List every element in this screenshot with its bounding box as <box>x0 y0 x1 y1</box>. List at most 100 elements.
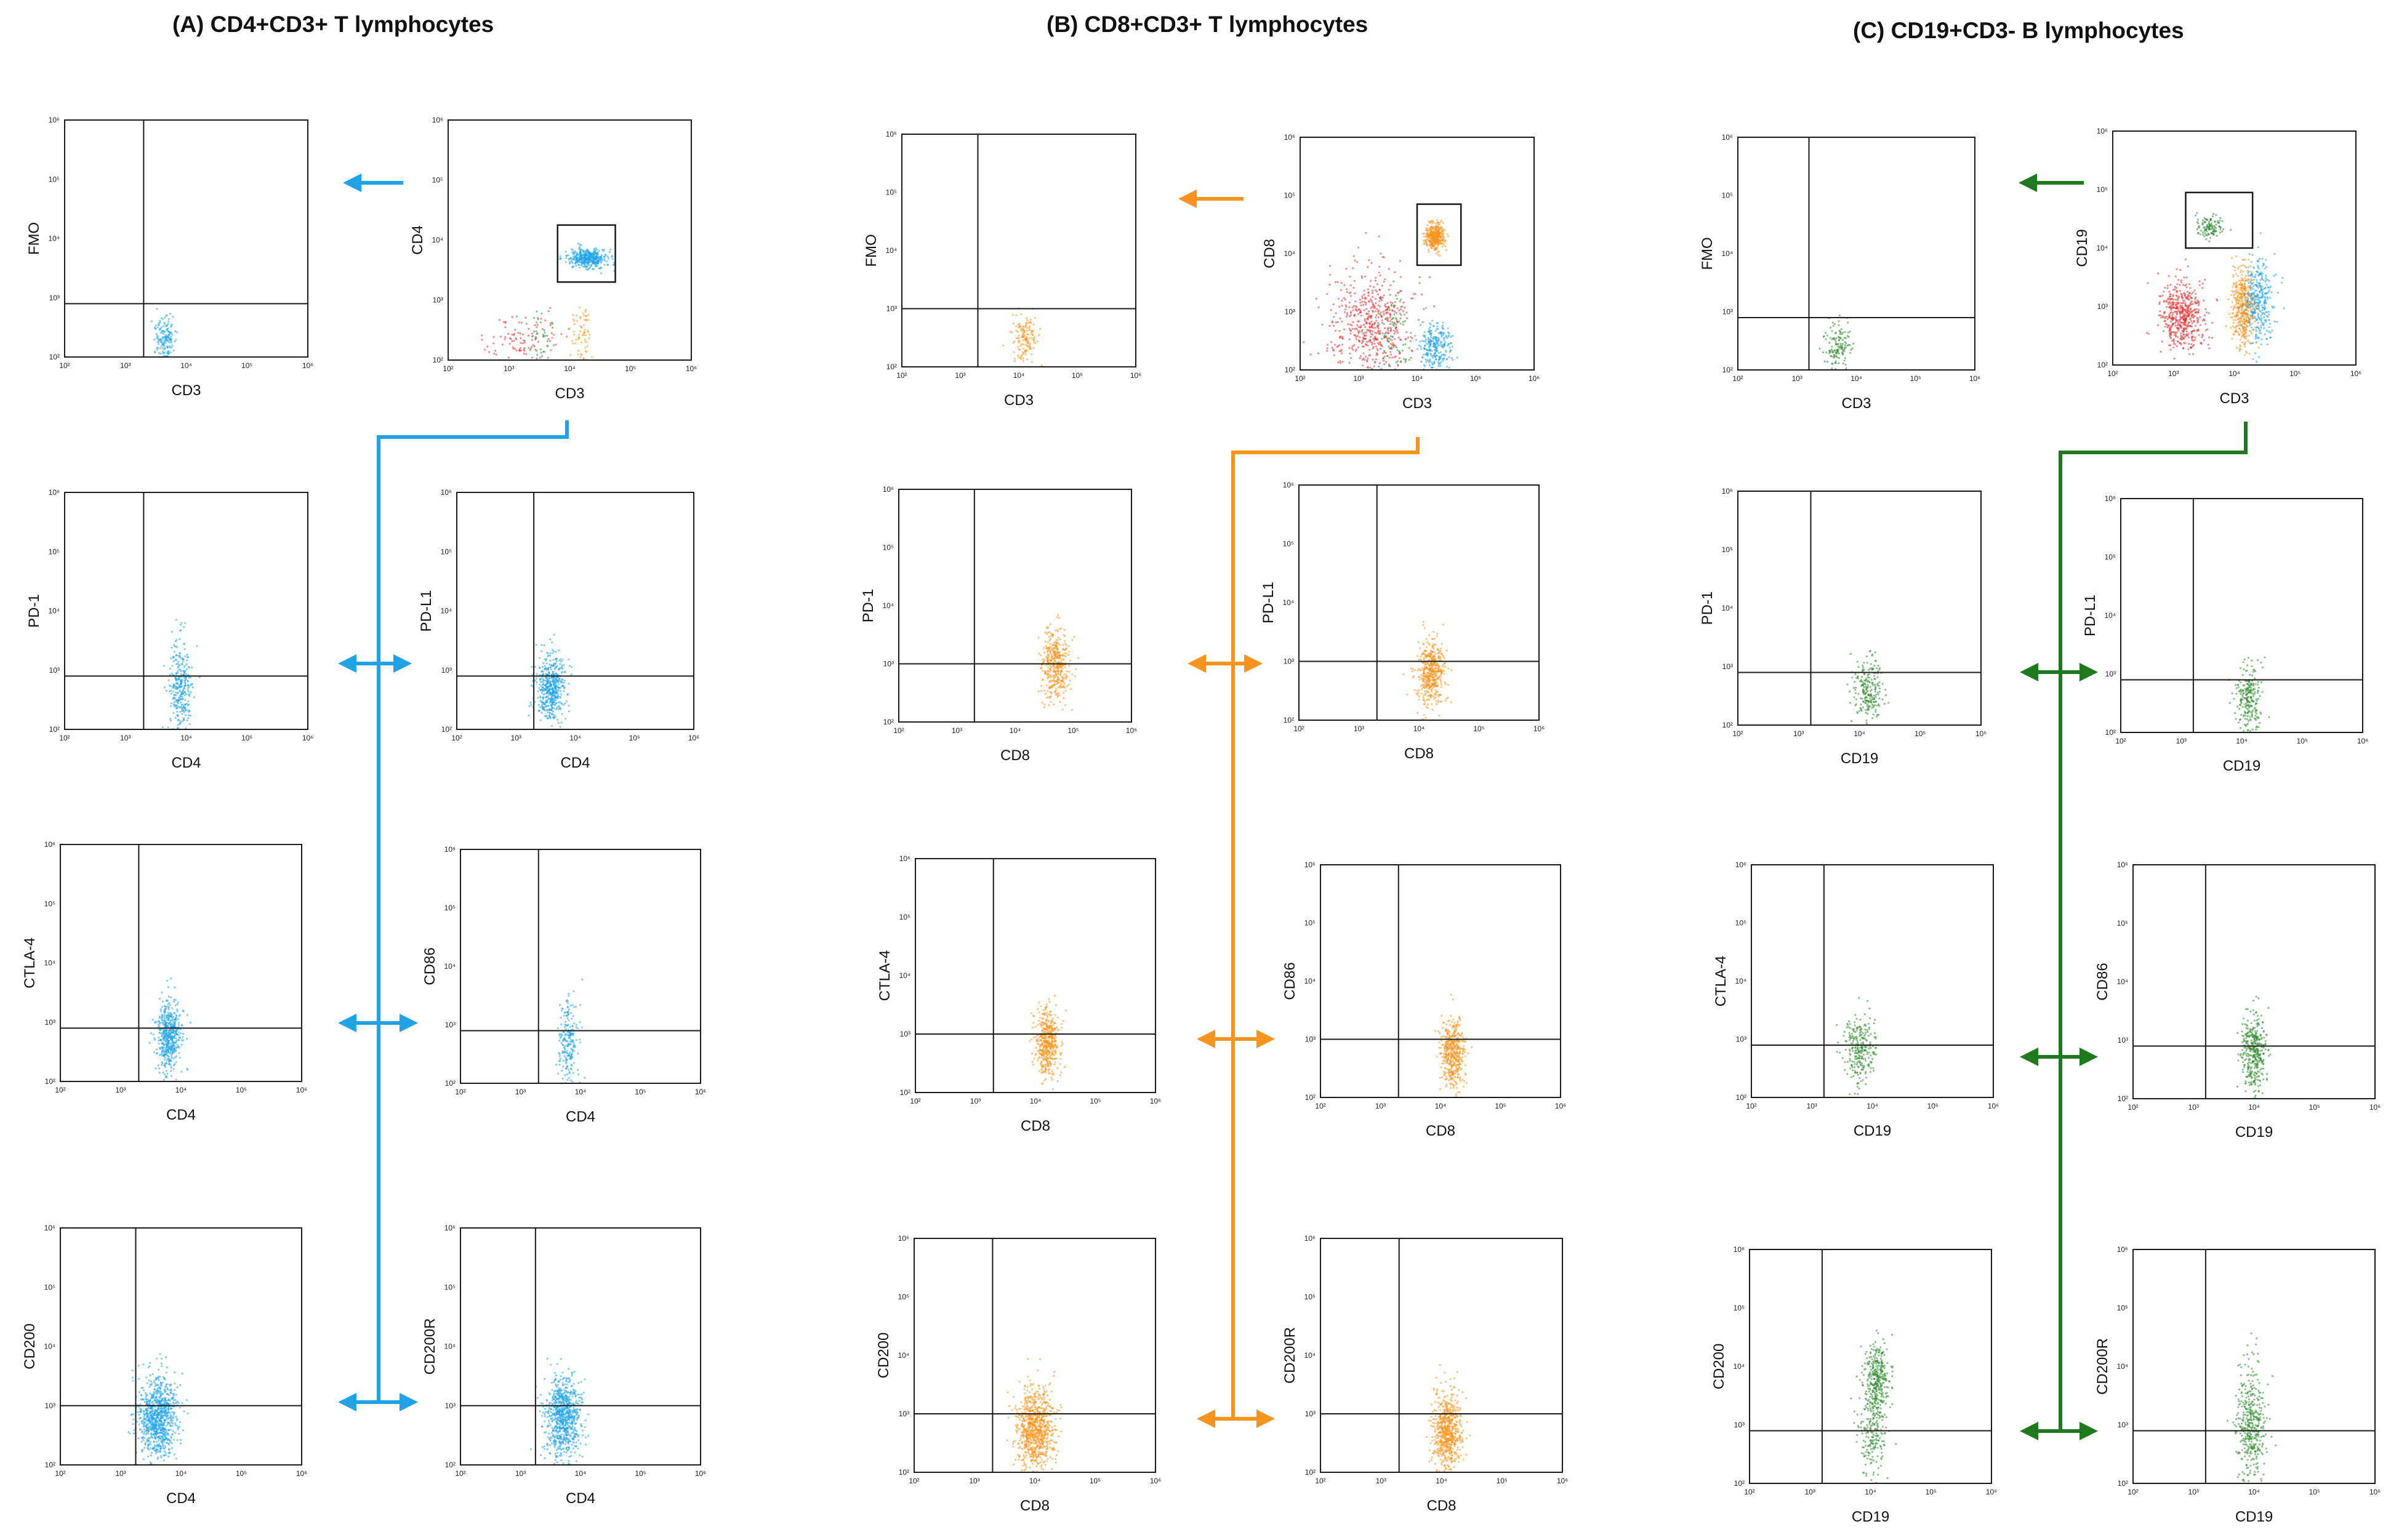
event-dot <box>539 719 542 721</box>
event-dot <box>545 689 547 691</box>
event-dot <box>164 1445 166 1448</box>
event-dot <box>159 1416 162 1419</box>
event-dot <box>587 259 590 261</box>
event-dot <box>571 266 574 268</box>
event-dot <box>159 353 162 355</box>
event-dot <box>166 979 169 982</box>
event-dot <box>171 338 173 341</box>
event-dot <box>568 1411 571 1414</box>
event-dot <box>185 1399 188 1402</box>
event-dot <box>181 1402 183 1404</box>
event-dot <box>561 664 563 667</box>
event-dot <box>1444 228 1446 231</box>
event-dot <box>153 1434 155 1436</box>
event-dot <box>151 1401 155 1403</box>
event-dot <box>593 253 595 255</box>
event-dot <box>164 316 166 319</box>
event-dot <box>159 1382 162 1384</box>
panel-title-b: (B) CD8+CD3+ T lymphocytes <box>1047 12 1368 37</box>
event-dot <box>176 727 179 729</box>
event-dot <box>167 1438 169 1441</box>
event-dot <box>559 726 561 728</box>
event-dot <box>546 708 549 711</box>
event-dot <box>161 1429 164 1431</box>
event-dot <box>181 681 183 683</box>
event-dot <box>557 1390 559 1393</box>
event-dot <box>181 1024 183 1027</box>
event-dot <box>175 672 177 675</box>
event-dot <box>536 1397 539 1399</box>
event-dot <box>543 329 545 332</box>
event-dot <box>568 1409 571 1411</box>
event-dot <box>525 353 528 356</box>
event-dot <box>1382 311 1384 313</box>
event-dot <box>1026 319 1029 321</box>
event-dot <box>569 1402 572 1404</box>
event-dot <box>584 263 586 267</box>
event-dot <box>564 1021 567 1023</box>
event-dot <box>595 256 597 259</box>
y-tick-label: 10⁶ <box>432 116 443 124</box>
event-dot <box>576 1402 579 1405</box>
event-dot <box>565 1061 568 1063</box>
event-dot <box>145 1432 148 1435</box>
event-dot <box>151 1451 153 1454</box>
event-dot <box>161 339 163 342</box>
event-dot <box>549 683 552 686</box>
event-dot <box>132 1432 135 1435</box>
event-dot <box>564 1011 567 1014</box>
event-dot <box>585 341 588 343</box>
event-dot <box>539 683 541 686</box>
event-dot <box>579 266 581 268</box>
event-dot <box>182 1036 184 1038</box>
event-dot <box>183 691 186 693</box>
event-dot <box>177 1024 180 1027</box>
event-dot <box>136 1420 139 1423</box>
event-dot <box>1426 235 1429 237</box>
event-dot <box>165 338 167 340</box>
event-dot <box>1426 244 1429 247</box>
event-dot <box>164 1397 167 1399</box>
event-dot <box>541 706 544 708</box>
event-dot <box>187 688 189 691</box>
event-dot <box>179 1384 182 1386</box>
event-dot <box>558 683 560 686</box>
event-dot <box>587 329 589 332</box>
event-dot <box>555 1421 558 1423</box>
event-dot <box>1438 223 1441 226</box>
event-dot <box>167 1455 170 1458</box>
event-dot <box>177 677 180 680</box>
y-tick-label: 10⁵ <box>44 899 55 908</box>
x-tick-label: 10⁴ <box>175 1469 187 1478</box>
event-dot <box>161 343 164 347</box>
event-dot <box>549 681 552 684</box>
event-dot <box>553 707 555 710</box>
x-tick-label: 10⁴ <box>180 361 192 370</box>
event-dot <box>581 341 583 344</box>
event-dot <box>536 332 539 335</box>
event-dot <box>1432 228 1434 230</box>
event-dot <box>172 1051 174 1053</box>
event-dot <box>177 1034 180 1037</box>
event-dot <box>160 326 163 329</box>
event-dot <box>556 696 558 699</box>
event-dot <box>158 1396 161 1398</box>
event-dot <box>571 1421 574 1424</box>
event-dot <box>159 1428 161 1431</box>
event-dot <box>1437 234 1440 236</box>
event-dot <box>187 685 190 688</box>
event-dot <box>167 330 170 333</box>
event-dot <box>579 317 582 319</box>
event-dot <box>558 1409 561 1411</box>
event-dot <box>185 678 188 680</box>
event-dot <box>1351 306 1354 309</box>
event-dot <box>1026 327 1029 329</box>
event-dot <box>552 694 554 697</box>
event-dot <box>187 700 190 702</box>
event-dot <box>590 252 592 255</box>
event-dot <box>1018 356 1020 359</box>
y-tick-label: 10⁶ <box>49 488 60 497</box>
event-dot <box>1373 365 1375 367</box>
event-dot <box>1349 295 1352 297</box>
plot-frame-A-cd86 <box>460 849 701 1084</box>
